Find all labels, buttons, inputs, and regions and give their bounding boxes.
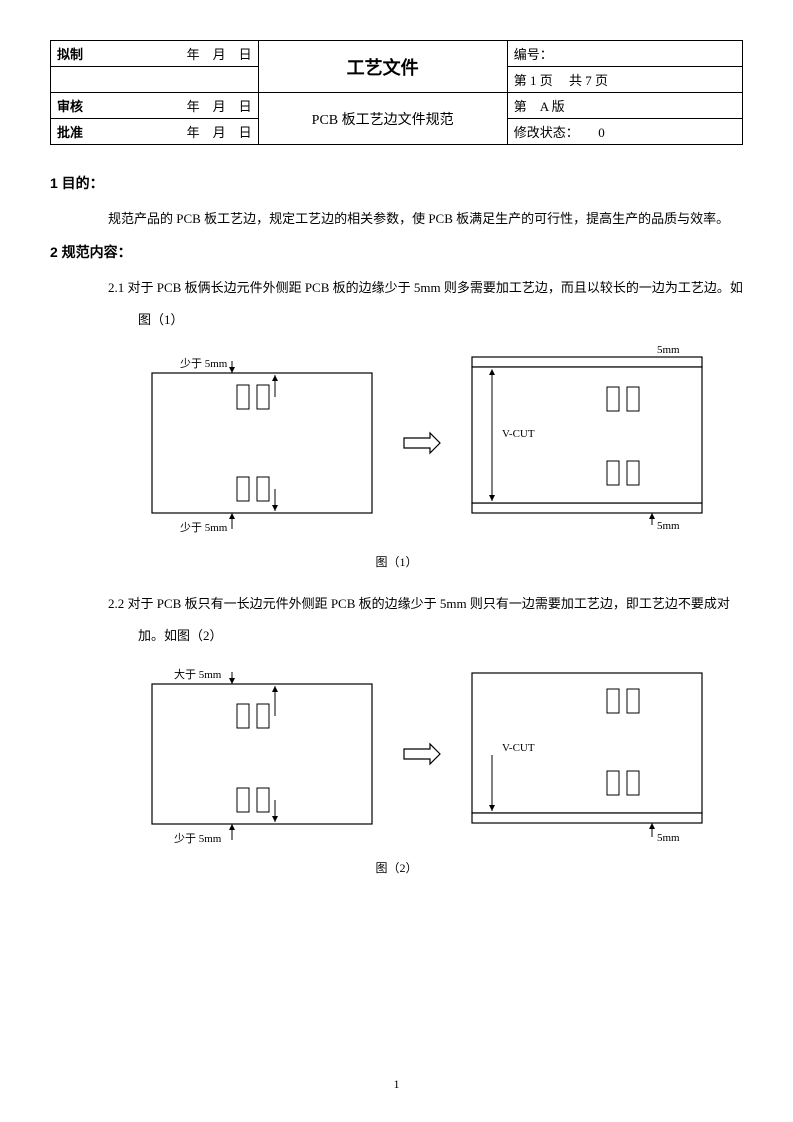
approved-date: 年 月 日 <box>187 122 252 141</box>
section2-heading: 2 规范内容： <box>50 242 743 262</box>
section1-body: 规范产品的 PCB 板工艺边，规定工艺边的相关参数，使 PCB 板满足生产的可行… <box>108 203 743 236</box>
section1-heading: 1 目的： <box>50 173 743 193</box>
approved-label: 批准 <box>57 122 97 141</box>
version-cell: 第 A 版 <box>507 93 742 119</box>
figure2-row: 大于 5mm 少于 5mm V-CUT 5mm <box>110 659 743 849</box>
reviewed-label: 审核 <box>57 96 97 115</box>
header-table: 拟制 年 月 日 工艺文件 编号： 第 1 页 共 7 页 审核 年 月 日 P… <box>50 40 743 145</box>
fig1-left-top-label: 少于 5mm <box>180 357 228 370</box>
prepared-date: 年 月 日 <box>187 44 252 63</box>
revision-cell: 修改状态： 0 <box>507 119 742 145</box>
figure1-row: 少于 5mm 少于 5mm 5mm V-CUT 5mm <box>110 343 743 543</box>
reviewed-date: 年 月 日 <box>187 96 252 115</box>
fig2-left: 大于 5mm 少于 5mm <box>142 664 382 844</box>
prepared-label: 拟制 <box>57 44 97 63</box>
fig2-right: V-CUT 5mm <box>462 659 712 849</box>
fig2-left-top-label: 大于 5mm <box>174 667 222 681</box>
approved-row: 批准 年 月 日 <box>51 119 259 145</box>
reviewed-row: 审核 年 月 日 <box>51 93 259 119</box>
fig1-arrow-icon <box>402 428 442 458</box>
fig1-caption: 图（1） <box>50 553 743 570</box>
fig2-right-bot-label: 5mm <box>657 832 680 844</box>
fig1-left: 少于 5mm 少于 5mm <box>142 353 382 533</box>
fig2-caption: 图（2） <box>50 859 743 876</box>
fig1-right-top-label: 5mm <box>657 344 680 356</box>
section2-item2: 2.2 对于 PCB 板只有一长边元件外侧距 PCB 板的边缘少于 5mm 则只… <box>108 588 743 653</box>
section2-item1: 2.1 对于 PCB 板俩长边元件外侧距 PCB 板的边缘少于 5mm 则多需要… <box>108 272 743 337</box>
number-cell: 编号： <box>507 41 742 67</box>
page-number: 1 <box>0 1077 793 1092</box>
page-cell: 第 1 页 共 7 页 <box>507 67 742 93</box>
fig2-arrow-icon <box>402 739 442 769</box>
fig2-right-vcut-label: V-CUT <box>502 742 535 754</box>
subtitle-cell: PCB 板工艺边文件规范 <box>258 93 507 145</box>
fig1-right-bot-label: 5mm <box>657 520 680 532</box>
prepared-row: 拟制 年 月 日 <box>51 41 259 67</box>
doc-title: 工艺文件 <box>258 41 507 93</box>
blank-row <box>51 67 259 93</box>
fig1-right: 5mm V-CUT 5mm <box>462 343 712 543</box>
fig2-left-bot-label: 少于 5mm <box>174 832 222 844</box>
fig1-left-bot-label: 少于 5mm <box>180 521 228 533</box>
fig1-right-vcut-label: V-CUT <box>502 428 535 440</box>
